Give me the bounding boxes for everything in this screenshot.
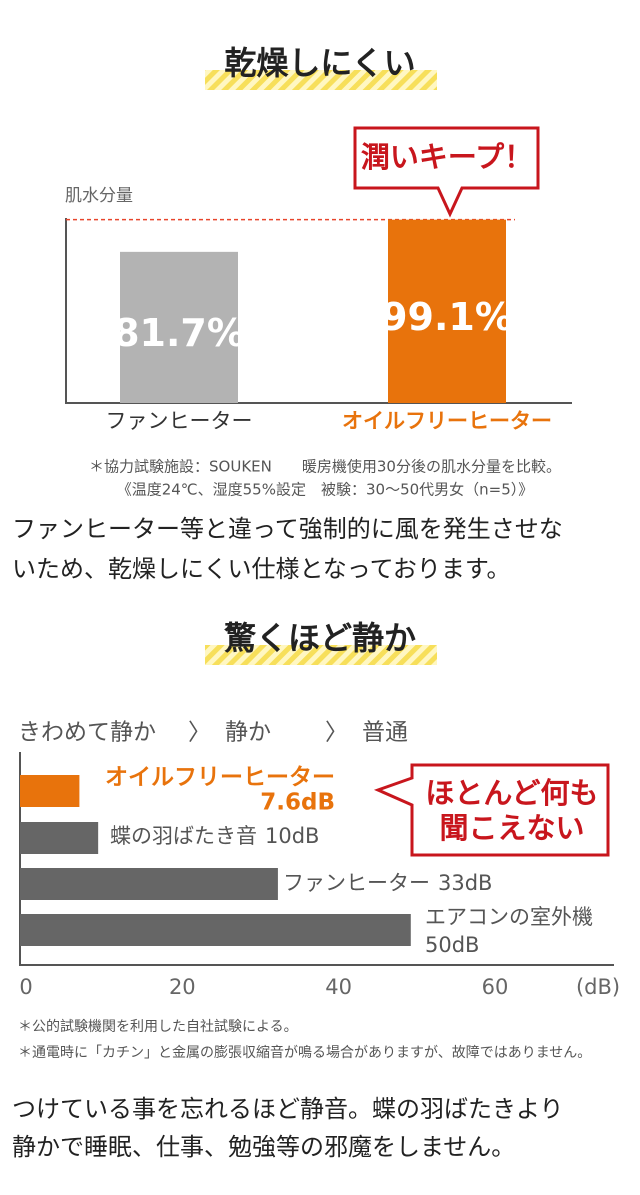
x-tick-label: 60 <box>482 975 509 999</box>
category-label: オイルフリーヒーター <box>105 765 335 791</box>
paragraph: ファンヒーター等と違って強制的に風を発生させな <box>12 515 563 543</box>
paragraph: いため、乾燥しにくい仕様となっております。 <box>12 555 510 583</box>
scale-label: 普通 <box>362 720 408 746</box>
value-label: 7.6dB <box>260 790 335 816</box>
value-label: 50dB <box>425 933 479 957</box>
value-label: 81.7% <box>113 311 245 355</box>
bar-label: ファンヒーター 33dB <box>283 871 492 895</box>
note: ＊公的試験機関を利用した自社試験による。 <box>18 1019 298 1035</box>
bar <box>20 775 80 807</box>
category-label: 蝶の羽ばたき音 <box>110 824 257 848</box>
paragraph: つけている事を忘れるほど静音。蝶の羽ばたきより <box>12 1095 564 1123</box>
callout-text: 潤いキープ！ <box>361 140 533 174</box>
scale-arrow: 〉 <box>325 720 348 746</box>
value-label: 99.1% <box>381 295 513 339</box>
callout <box>353 126 540 218</box>
section-title: 乾燥しにくい <box>224 44 415 82</box>
value-label: 10dB <box>265 824 319 848</box>
x-tick-label: 0 <box>19 975 32 999</box>
callout <box>373 763 610 857</box>
title-highlight <box>205 70 437 90</box>
note: ＊通電時に「カチン」と金属の膨張収縮音が鳴る場合がありますが、故障ではありません… <box>18 1044 591 1061</box>
callout-text: ほとんど何も <box>425 776 598 810</box>
x-tick-label: 20 <box>169 975 196 999</box>
paragraph: 静かで睡眠、仕事、勉強等の邪魔をしません。 <box>12 1133 515 1161</box>
category-label: ファンヒーター <box>283 871 430 895</box>
value-label: 33dB <box>438 871 492 895</box>
bar <box>20 914 411 946</box>
bar <box>120 251 238 403</box>
scale-arrow: 〉 <box>188 720 211 746</box>
scale-label: きわめて静か <box>18 720 156 746</box>
callout-text: 聞こえない <box>439 811 584 845</box>
bar <box>20 868 278 900</box>
section-title: 驚くほど静か <box>224 619 416 657</box>
category-label: オイルフリーヒーター <box>342 409 552 433</box>
bar <box>20 822 99 854</box>
y-label: 肌水分量 <box>65 186 133 206</box>
bar <box>388 219 506 403</box>
note: 《温度24℃、湿度55%設定 被験：30〜50代男女（n=5）》 <box>117 481 534 499</box>
category-label: ファンヒーター <box>106 409 253 433</box>
x-unit: (dB) <box>576 975 620 999</box>
note: ＊協力試験施設：SOUKEN 暖房機使用30分後の肌水分量を比較。 <box>89 458 561 476</box>
title-highlight <box>205 645 437 665</box>
x-tick-label: 40 <box>325 975 352 999</box>
scale-label: 静か <box>225 720 271 746</box>
bar-label: 蝶の羽ばたき音 10dB <box>110 824 319 848</box>
category-label: エアコンの室外機 <box>425 905 593 929</box>
